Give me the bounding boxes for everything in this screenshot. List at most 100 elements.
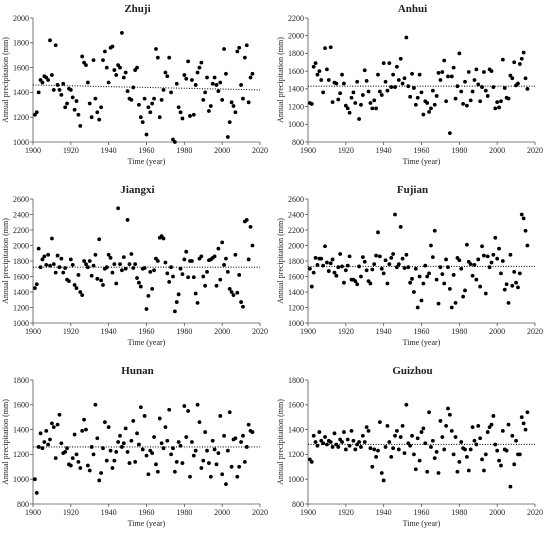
- anhui-data-point: [351, 90, 356, 95]
- anhui-data-point: [517, 62, 522, 66]
- jiangxi-data-point: [148, 269, 153, 274]
- zhuji-data-point: [167, 55, 172, 60]
- jiangxi-y-tick-label: 2200: [13, 226, 29, 235]
- jiangxi-data-point: [106, 252, 111, 257]
- jiangxi-data-point: [120, 268, 124, 273]
- anhui-x-tick-label: 2020: [527, 146, 543, 155]
- jiangxi-data-point: [63, 266, 68, 270]
- fujian-x-tick-label: 1940: [376, 327, 392, 336]
- guizhou-data-point: [404, 402, 409, 407]
- jiangxi-data-point: [184, 249, 189, 254]
- jiangxi-data-point: [138, 284, 143, 289]
- fujian-data-point: [325, 260, 329, 265]
- fujian-data-point: [500, 259, 505, 263]
- hunan-data-point: [78, 466, 83, 470]
- guizhou-data-point: [379, 471, 384, 475]
- zhuji-data-point: [244, 43, 249, 48]
- anhui-data-point: [500, 57, 505, 62]
- hunan-y-axis-label: Annual precipitation (mm): [1, 399, 10, 485]
- guizhou-data-point: [364, 425, 369, 430]
- guizhou-data-point: [410, 433, 414, 438]
- zhuji-data-point: [106, 80, 111, 85]
- fujian-y-axis-label: Annual precipitation (mm): [276, 218, 285, 304]
- zhuji-data-point: [144, 132, 149, 137]
- guizhou-data-point: [453, 435, 458, 439]
- hunan-data-point: [108, 448, 113, 453]
- jiangxi-data-point: [222, 262, 226, 267]
- guizhou-data-point: [432, 456, 437, 461]
- jiangxi-data-point: [237, 273, 242, 277]
- fujian-data-point: [504, 282, 509, 287]
- jiangxi-y-tick-label: 2400: [13, 210, 29, 219]
- jiangxi-data-point: [50, 236, 54, 241]
- hunan-x-tick-label: 2020: [252, 508, 268, 517]
- fujian-data-point: [357, 264, 361, 269]
- zhuji-data-point: [36, 90, 41, 95]
- anhui-x-tick-label: 1940: [376, 146, 392, 155]
- hunan-data-point: [76, 459, 81, 464]
- zhuji-chart-title: Zhuji: [124, 3, 151, 15]
- fujian-data-point: [400, 256, 405, 261]
- zhuji-data-point: [241, 96, 245, 101]
- jiangxi-data-point: [203, 283, 208, 288]
- fujian-data-point: [427, 271, 431, 276]
- hunan-data-point: [239, 440, 243, 444]
- zhuji-data-point: [148, 110, 153, 115]
- anhui-data-point: [451, 65, 456, 70]
- fujian-data-point: [461, 294, 466, 299]
- anhui-data-point: [398, 56, 403, 61]
- fujian-data-point: [436, 301, 441, 306]
- anhui-data-point: [427, 109, 431, 114]
- hunan-data-point: [171, 446, 175, 451]
- guizhou-data-point: [402, 451, 407, 456]
- fujian-data-point: [338, 252, 343, 256]
- zhuji-trend-line: [32, 84, 261, 91]
- fujian-y-tick-label: 1000: [288, 319, 304, 328]
- fujian-data-point: [465, 242, 469, 247]
- fujian-data-point: [483, 291, 488, 296]
- zhuji-data-point: [208, 104, 213, 108]
- guizhou-data-point: [370, 464, 375, 469]
- anhui-data-point: [519, 56, 524, 61]
- guizhou-data-point: [415, 436, 420, 441]
- guizhou-data-point: [381, 478, 386, 483]
- zhuji-data-point: [138, 115, 143, 120]
- hunan-data-point: [112, 458, 117, 463]
- zhuji-data-point: [65, 101, 69, 106]
- anhui-data-point: [402, 76, 407, 81]
- fujian-data-point: [372, 262, 377, 266]
- fujian-data-point: [389, 256, 394, 260]
- guizhou-data-point: [525, 410, 530, 415]
- zhuji-y-tick-label: 2000: [13, 14, 29, 23]
- fujian-data-point: [497, 246, 501, 251]
- zhuji-data-point: [137, 102, 141, 107]
- anhui-data-point: [425, 101, 430, 105]
- guizhou-data-point: [325, 442, 329, 447]
- anhui-data-point: [465, 103, 469, 108]
- anhui-data-point: [510, 76, 515, 81]
- jiangxi-data-point: [182, 257, 187, 262]
- guizhou-data-point: [376, 448, 380, 453]
- anhui-data-point: [406, 84, 411, 89]
- fujian-data-point: [480, 244, 484, 249]
- anhui-data-point: [396, 78, 401, 82]
- fujian-data-point: [370, 267, 375, 272]
- hunan-data-point: [233, 436, 238, 441]
- guizhou-data-point: [466, 468, 471, 473]
- hunan-x-tick-label: 1920: [63, 508, 79, 517]
- fujian-data-point: [330, 257, 335, 262]
- guizhou-data-point: [395, 428, 399, 433]
- hunan-chart-panel: Hunan 1900 1920 1940 1960 1980 2000 2020 800 1000…: [0, 362, 275, 543]
- guizhou-data-point: [366, 428, 371, 433]
- fujian-x-tick-label: 1920: [338, 327, 354, 336]
- hunan-data-point: [212, 447, 217, 452]
- zhuji-data-point: [120, 30, 124, 35]
- fujian-data-point: [383, 258, 388, 263]
- fujian-data-point: [525, 243, 530, 248]
- fujian-data-point: [364, 268, 369, 273]
- guizhou-data-point: [336, 445, 341, 449]
- zhuji-data-point: [163, 70, 168, 75]
- hunan-data-point: [142, 414, 147, 418]
- fujian-data-point: [413, 266, 418, 271]
- fujian-data-point: [463, 288, 467, 293]
